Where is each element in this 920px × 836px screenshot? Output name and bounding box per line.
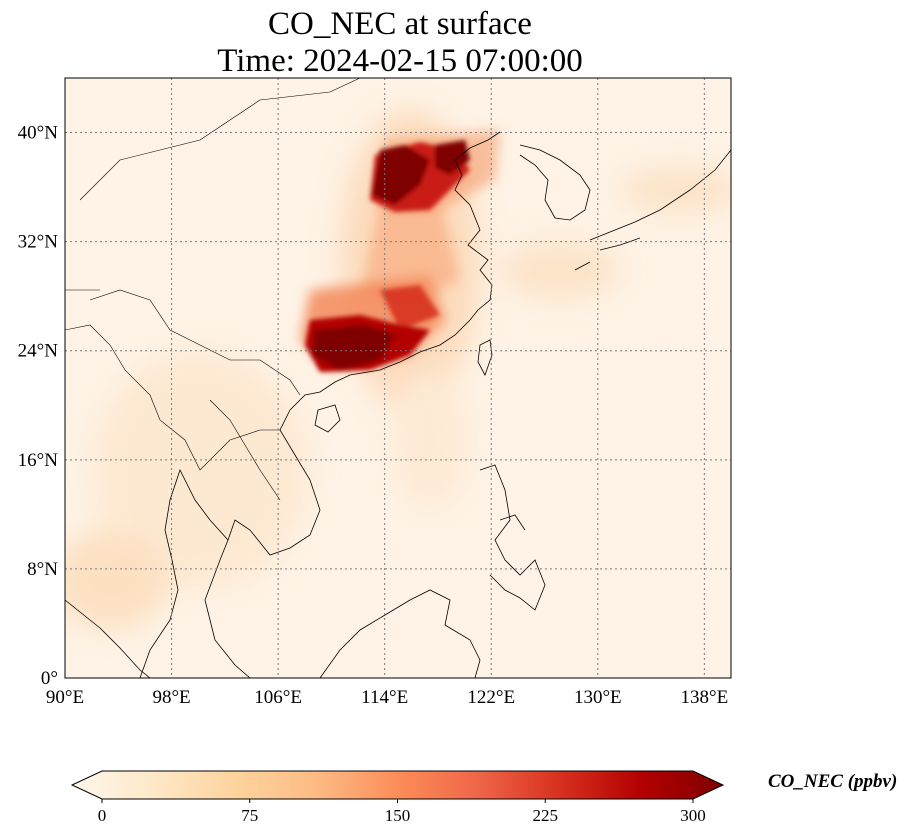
coastline-china-east [289,131,501,411]
coastlines [65,78,731,678]
map-frame [64,77,732,679]
colorbar-tick-label: 300 [680,806,706,825]
colorbar: 0 75 150 225 300 [70,770,725,825]
coastline-taiwan [477,339,493,376]
colorbar-tick-label: 0 [98,806,107,825]
map-area: 90°E 98°E 106°E 114°E 122°E 130°E 138°E 0° 8°N 1… [18,77,732,708]
lon-tick-label: 90°E [46,687,84,708]
map-title-line1: CO_NEC at surface [268,6,532,42]
colorbar-ticks: 0 75 150 225 300 [98,799,706,825]
co-plume-field [65,110,731,630]
coastline-japan [574,149,731,271]
colorbar-tick-label: 225 [533,806,559,825]
lat-tick-label: 0° [41,668,58,689]
lat-tick-label: 32°N [18,232,59,253]
coastline-indochina [139,409,321,678]
latitude-labels: 0° 8°N 16°N 24°N 32°N 40°N [18,123,59,689]
border-lines [65,78,361,501]
lat-tick-label: 24°N [18,341,59,362]
coastline-philippines [479,464,546,611]
lon-tick-label: 106°E [254,687,302,708]
colorbar-label: CO_NEC (ppbv) [768,771,898,792]
lat-tick-label: 16°N [18,450,59,471]
lon-tick-label: 138°E [681,687,729,708]
coastline-sumatra [65,599,151,678]
lon-tick-label: 130°E [574,687,622,708]
lon-tick-label: 122°E [467,687,515,708]
colorbar-tick-label: 75 [241,806,258,825]
plume-core [305,140,470,372]
lat-tick-label: 8°N [27,559,58,580]
longitude-labels: 90°E 98°E 106°E 114°E 122°E 130°E 138°E [46,687,728,708]
map-title-line2: Time: 2024-02-15 07:00:00 [217,43,583,79]
lon-tick-label: 114°E [361,687,408,708]
coastline-borneo [319,589,481,678]
lon-tick-label: 98°E [152,687,190,708]
gridlines [65,78,731,678]
coastline-hainan [314,404,341,433]
colorbar-tick-label: 150 [385,806,411,825]
lat-tick-label: 40°N [18,123,59,144]
colorbar-gradient [70,770,725,800]
coastline-korea [519,144,591,221]
